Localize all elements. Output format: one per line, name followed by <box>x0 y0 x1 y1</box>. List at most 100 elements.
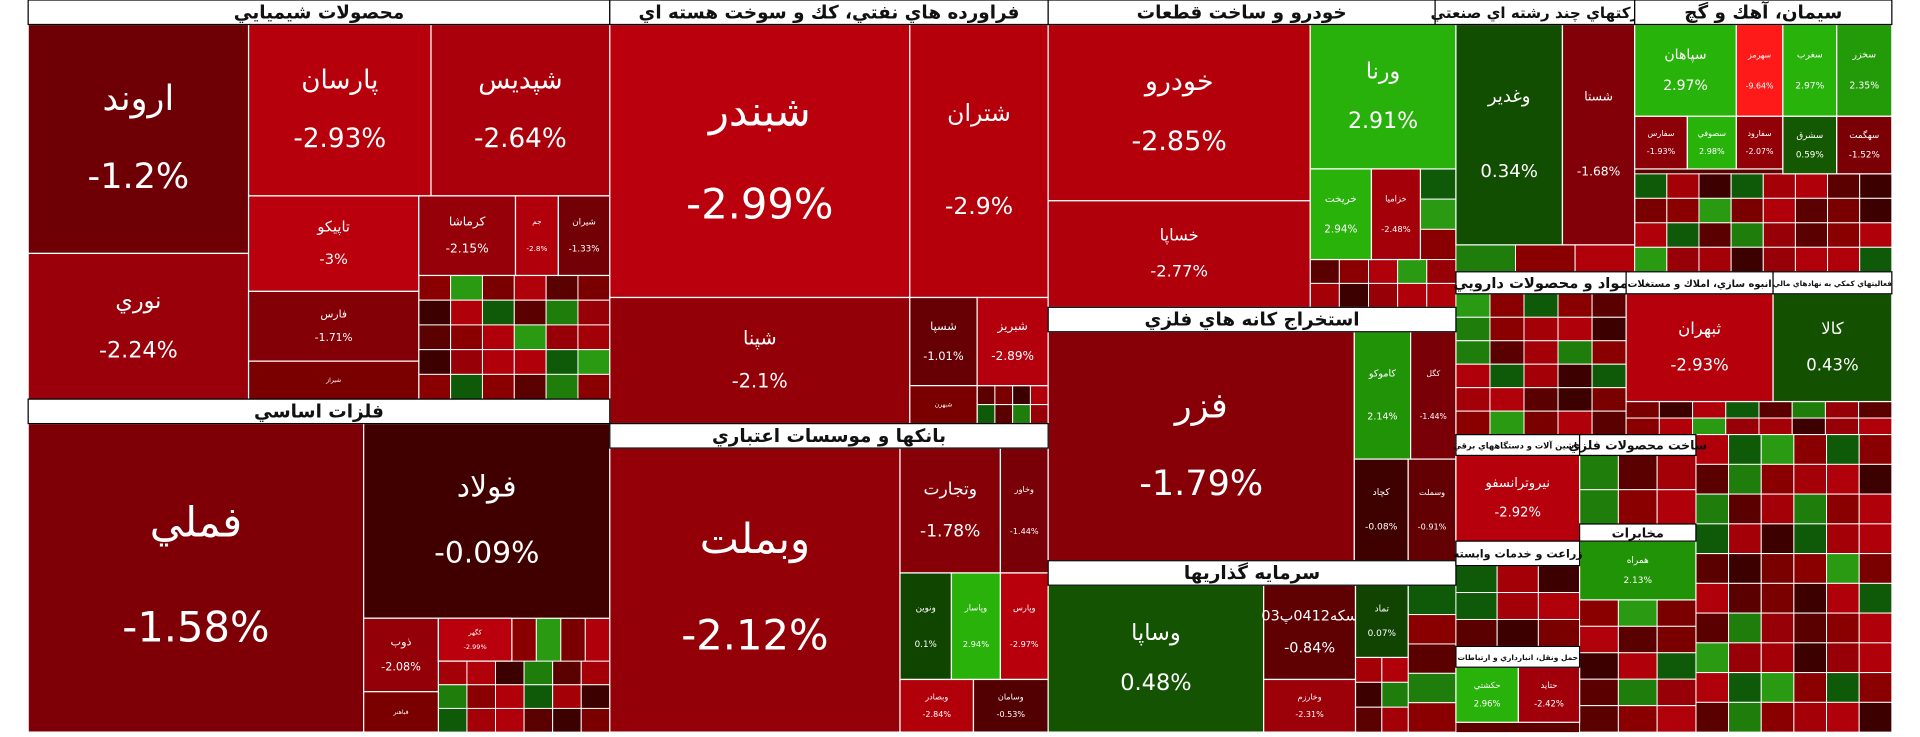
stock-change: -2.42% <box>1534 699 1564 709</box>
filler-cell <box>1338 259 1369 284</box>
filler-cell <box>1557 410 1593 436</box>
stock-change: 0.1% <box>915 640 937 650</box>
filler-cell <box>1455 565 1498 594</box>
filler-cell <box>1591 387 1627 412</box>
filler-cell <box>1793 493 1828 525</box>
filler-cell <box>1419 228 1457 261</box>
filler-cell <box>1698 197 1732 224</box>
filler-cell <box>1730 246 1764 273</box>
filler-cell <box>1827 222 1861 248</box>
filler-cell <box>1355 706 1383 733</box>
filler-cell <box>1579 454 1619 491</box>
filler-cell <box>1625 401 1660 419</box>
filler-cell <box>1455 293 1491 318</box>
stock-name: خريخت <box>1325 193 1357 205</box>
filler-cell <box>1397 282 1428 308</box>
stock-change: -3% <box>319 251 348 268</box>
sector-header <box>1434 0 1636 26</box>
stock-name: ونوين <box>916 604 936 614</box>
filler-cell <box>976 404 996 425</box>
sector-title: ساخت محصولات فلزي <box>1568 438 1707 453</box>
sector-header <box>1047 0 1436 26</box>
filler-cell <box>1407 614 1457 645</box>
stock-change: 2.98% <box>1699 147 1725 156</box>
stock-tile <box>437 617 513 662</box>
filler-cell <box>1625 417 1660 436</box>
stock-tile <box>1047 200 1311 308</box>
filler-cell <box>1557 340 1593 365</box>
filler-cell <box>1698 246 1732 273</box>
filler-cell <box>1557 316 1593 342</box>
filler-cell <box>1760 523 1795 555</box>
stock-change: -1.33% <box>569 245 600 255</box>
sector-title: زراعت و خدمات وابسته <box>1453 548 1583 561</box>
filler-cell <box>1728 493 1762 525</box>
filler-cell <box>1827 173 1861 199</box>
filler-cell <box>1367 259 1399 284</box>
stock-change: -2.8% <box>526 244 547 253</box>
stock-name: شسپا <box>930 319 957 333</box>
filler-cell <box>1728 701 1762 733</box>
sector-title: فلزات اساسي <box>254 402 384 423</box>
filler-cell <box>1617 625 1658 654</box>
stock-name: فارس <box>320 307 347 320</box>
filler-cell <box>1591 293 1627 318</box>
stock-name: سشرق <box>1796 131 1823 141</box>
stock-tile <box>247 290 420 362</box>
sector-header <box>1772 271 1893 295</box>
stock-change: 2.94% <box>1324 224 1357 236</box>
filler-cell <box>1793 553 1828 584</box>
stock-change: -2.24% <box>99 338 178 364</box>
stock-name: وپارس <box>1013 603 1036 613</box>
stock-change: -2.93% <box>1670 356 1728 375</box>
filler-cell <box>1793 434 1828 465</box>
filler-cell <box>584 617 611 662</box>
sector-header <box>1047 560 1457 586</box>
stock-change: 0.59% <box>1796 150 1824 160</box>
stock-name: كگهر <box>467 628 482 636</box>
stock-tile <box>1634 115 1688 170</box>
stock-change: -1.44% <box>1010 526 1039 536</box>
stock-change: -2.77% <box>1150 262 1208 281</box>
filler-cell <box>1826 493 1860 525</box>
filler-cell <box>1794 246 1829 273</box>
filler-cell <box>481 373 515 400</box>
filler-cell <box>1489 363 1525 389</box>
stock-tile <box>899 572 953 681</box>
stock-tile <box>1455 23 1564 246</box>
stock-name: سفارود <box>1748 129 1772 138</box>
stock-change: -2.08% <box>381 660 421 673</box>
filler-cell <box>450 274 483 301</box>
filler-cell <box>1656 652 1697 680</box>
filler-cell <box>513 274 547 301</box>
stock-name: كچاد <box>1373 488 1391 498</box>
filler-cell <box>1793 642 1828 674</box>
filler-cell <box>1826 642 1860 674</box>
filler-cell <box>1728 672 1762 703</box>
stock-name: شبندر <box>707 87 811 136</box>
filler-cell <box>1407 702 1457 733</box>
filler-cell <box>545 349 579 375</box>
stock-change: -2.99% <box>464 643 487 651</box>
filler-cell <box>1859 222 1893 248</box>
stock-tile <box>1782 115 1838 175</box>
stock-change: -1.93% <box>1647 147 1676 156</box>
stock-tile <box>609 447 901 733</box>
filler-cell <box>1419 198 1457 230</box>
filler-cell <box>1455 410 1491 436</box>
filler-cell <box>466 707 497 733</box>
stock-tile <box>899 447 1002 574</box>
stock-change: -2.92% <box>1495 505 1541 520</box>
sector-header <box>1455 540 1581 567</box>
filler-cell <box>513 349 547 375</box>
filler-cell <box>1793 612 1828 644</box>
stock-tile <box>609 23 911 299</box>
stock-name: سغرب <box>1797 50 1823 60</box>
stock-tile <box>609 296 911 425</box>
stock-name: كرماشا <box>449 215 486 230</box>
filler-cell <box>577 373 611 400</box>
filler-cell <box>1381 681 1409 708</box>
stock-tile <box>363 617 439 693</box>
sector-title: فعاليتهاي كمكي به نهادهاي مالي <box>1773 279 1892 288</box>
stock-tile <box>247 360 420 400</box>
